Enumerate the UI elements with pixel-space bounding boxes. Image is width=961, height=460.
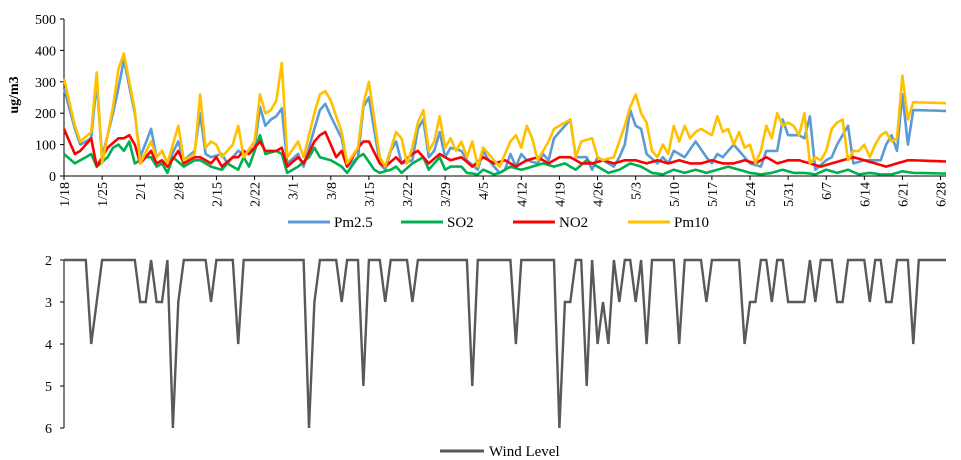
pollutant-y-axis-label: ug/m3 <box>7 76 22 113</box>
legend-label-no2: NO2 <box>559 215 588 231</box>
wind-lines <box>64 258 946 429</box>
pollutant-x-tick-label: 6/21 <box>896 182 911 207</box>
legend-label-pm10: Pm10 <box>674 215 709 231</box>
pollutant-x-tick-label: 4/19 <box>553 182 568 207</box>
pollutant-x-tick-label: 3/15 <box>363 182 378 207</box>
pollutant-y-tick-label: 500 <box>35 13 56 28</box>
wind-axes: 2 3 4 5 6 <box>45 254 65 437</box>
pollutant-y-tick-label: 0 <box>49 170 56 185</box>
pollutant-x-tick-label: 2/8 <box>172 182 187 200</box>
series-line-wind-level <box>64 258 946 429</box>
pollutant-x-tick-label: 3/8 <box>325 182 340 200</box>
series-line-pm10 <box>62 52 947 168</box>
pollutant-x-tick-label: 4/26 <box>592 182 607 207</box>
legend-label-so2: SO2 <box>447 215 474 231</box>
pollutant-x-tick-label: 3/22 <box>401 182 416 207</box>
wind-y-tick-label: 4 <box>45 338 52 353</box>
pollutant-x-tick-label: 1/25 <box>96 182 111 207</box>
pollutant-x-tick-label: 6/14 <box>858 182 873 207</box>
wind-y-tick-label: 6 <box>45 422 52 437</box>
pollutant-x-tick-label: 4/12 <box>515 182 530 207</box>
pollutant-y-tick-label: 200 <box>35 107 56 122</box>
pollutant-chart: 0 100 200 300 400 500 1/18 1/25 2/1 2/8 2/15 2/22 3/… <box>7 13 950 231</box>
series-line-no2 <box>62 128 947 168</box>
wind-y-tick-label: 2 <box>45 254 52 269</box>
pollutant-axes: 0 100 200 300 400 500 1/18 1/25 2/1 2/8 2/15 2/22 3/… <box>35 13 950 207</box>
pollutant-x-tick-label: 6/7 <box>820 182 835 200</box>
pollutant-legend: Pm2.5 SO2 NO2 Pm10 <box>288 215 709 231</box>
pollutant-x-tick-label: 6/28 <box>935 182 950 207</box>
pollutant-x-tick-label: 5/3 <box>630 182 645 200</box>
pollutant-x-tick-label: 5/10 <box>668 182 683 207</box>
wind-y-tick-label: 5 <box>45 380 52 395</box>
pollutant-y-tick-label: 300 <box>35 76 56 91</box>
pollutant-x-tick-label: 2/22 <box>249 182 264 207</box>
wind-legend: Wind Level <box>440 444 560 460</box>
pollutant-x-tick-label: 5/24 <box>744 182 759 207</box>
wind-y-tick-label: 3 <box>45 296 52 311</box>
pollutant-x-tick-label: 1/18 <box>58 182 73 207</box>
pollutant-y-tick-label: 400 <box>35 44 56 59</box>
pollutant-x-tick-label: 2/1 <box>134 182 149 200</box>
legend-label-wind-level: Wind Level <box>489 444 560 460</box>
pollutant-x-tick-label: 4/5 <box>477 182 492 200</box>
pollutant-x-tick-label: 5/31 <box>782 182 797 207</box>
legend-label-pm25: Pm2.5 <box>334 215 373 231</box>
pollutant-y-tick-label: 100 <box>35 139 56 154</box>
wind-chart: 2 3 4 5 6 Wind Level <box>45 254 946 460</box>
pollutant-x-tick-label: 3/29 <box>439 182 454 207</box>
pollutant-x-tick-label: 2/15 <box>210 182 225 207</box>
pollutant-x-tick-label: 3/1 <box>287 182 302 200</box>
pollutant-lines <box>62 52 947 176</box>
pollutant-x-tick-label: 5/17 <box>706 182 721 207</box>
series-line-so2 <box>63 133 947 176</box>
